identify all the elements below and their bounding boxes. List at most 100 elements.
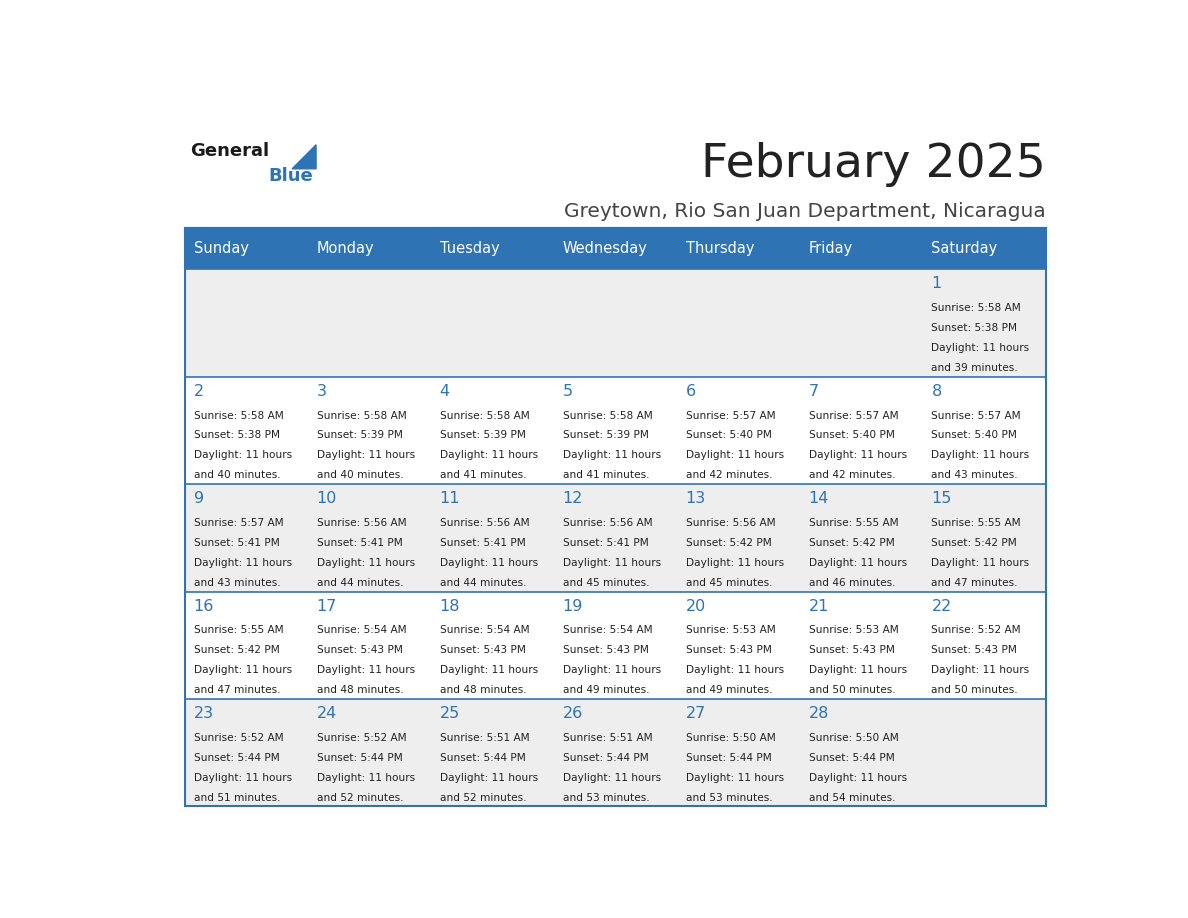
Text: 20: 20 — [685, 599, 706, 613]
Text: Friday: Friday — [809, 241, 853, 256]
Text: Blue: Blue — [268, 167, 312, 185]
Text: 16: 16 — [194, 599, 214, 613]
Text: 21: 21 — [809, 599, 829, 613]
Text: Sunset: 5:44 PM: Sunset: 5:44 PM — [809, 753, 895, 763]
Text: Sunset: 5:44 PM: Sunset: 5:44 PM — [685, 753, 771, 763]
Bar — [801, 229, 923, 269]
Text: Daylight: 11 hours: Daylight: 11 hours — [563, 451, 661, 460]
Text: and 50 minutes.: and 50 minutes. — [809, 685, 895, 695]
Text: and 40 minutes.: and 40 minutes. — [316, 470, 403, 480]
Text: and 42 minutes.: and 42 minutes. — [809, 470, 895, 480]
Text: 4: 4 — [440, 384, 450, 398]
Text: Sunrise: 5:52 AM: Sunrise: 5:52 AM — [194, 733, 283, 743]
Text: Sunrise: 5:56 AM: Sunrise: 5:56 AM — [685, 518, 775, 528]
Text: Saturday: Saturday — [931, 241, 998, 256]
Text: Sunrise: 5:57 AM: Sunrise: 5:57 AM — [809, 410, 898, 420]
Text: and 50 minutes.: and 50 minutes. — [931, 685, 1018, 695]
Text: Sunset: 5:42 PM: Sunset: 5:42 PM — [194, 645, 279, 655]
Text: Daylight: 11 hours: Daylight: 11 hours — [685, 558, 784, 567]
Text: and 49 minutes.: and 49 minutes. — [563, 685, 649, 695]
Bar — [185, 484, 1047, 591]
Text: 15: 15 — [931, 491, 952, 506]
Text: Daylight: 11 hours: Daylight: 11 hours — [685, 773, 784, 783]
Text: Daylight: 11 hours: Daylight: 11 hours — [316, 558, 415, 567]
Text: 26: 26 — [563, 706, 583, 721]
Text: Sunset: 5:41 PM: Sunset: 5:41 PM — [194, 538, 279, 548]
Text: Sunrise: 5:52 AM: Sunrise: 5:52 AM — [316, 733, 406, 743]
Text: 17: 17 — [316, 599, 337, 613]
Text: Daylight: 11 hours: Daylight: 11 hours — [931, 558, 1030, 567]
Text: Sunset: 5:43 PM: Sunset: 5:43 PM — [440, 645, 525, 655]
Bar — [185, 376, 1047, 484]
Text: 27: 27 — [685, 706, 706, 721]
Text: and 39 minutes.: and 39 minutes. — [931, 363, 1018, 373]
Text: and 48 minutes.: and 48 minutes. — [316, 685, 403, 695]
Text: Daylight: 11 hours: Daylight: 11 hours — [194, 558, 292, 567]
Text: Sunset: 5:42 PM: Sunset: 5:42 PM — [931, 538, 1017, 548]
Text: 3: 3 — [316, 384, 327, 398]
Text: Sunrise: 5:56 AM: Sunrise: 5:56 AM — [440, 518, 529, 528]
Text: Sunrise: 5:57 AM: Sunrise: 5:57 AM — [931, 410, 1022, 420]
Text: 12: 12 — [563, 491, 583, 506]
Text: and 53 minutes.: and 53 minutes. — [685, 792, 772, 802]
Text: Daylight: 11 hours: Daylight: 11 hours — [440, 666, 538, 676]
Text: Sunrise: 5:56 AM: Sunrise: 5:56 AM — [563, 518, 652, 528]
Text: Sunset: 5:43 PM: Sunset: 5:43 PM — [685, 645, 771, 655]
Text: Sunday: Sunday — [194, 241, 248, 256]
Text: 10: 10 — [316, 491, 337, 506]
Text: 2: 2 — [194, 384, 203, 398]
Text: Sunrise: 5:54 AM: Sunrise: 5:54 AM — [316, 625, 406, 635]
Text: and 45 minutes.: and 45 minutes. — [563, 577, 649, 588]
Text: Daylight: 11 hours: Daylight: 11 hours — [931, 451, 1030, 460]
Text: Daylight: 11 hours: Daylight: 11 hours — [563, 666, 661, 676]
Text: Sunset: 5:44 PM: Sunset: 5:44 PM — [316, 753, 403, 763]
Text: and 47 minutes.: and 47 minutes. — [931, 577, 1018, 588]
Text: 19: 19 — [563, 599, 583, 613]
Bar — [923, 229, 1047, 269]
Text: February 2025: February 2025 — [701, 142, 1047, 187]
Text: Sunrise: 5:53 AM: Sunrise: 5:53 AM — [809, 625, 898, 635]
Polygon shape — [292, 145, 316, 169]
Text: Sunrise: 5:51 AM: Sunrise: 5:51 AM — [563, 733, 652, 743]
Bar — [185, 699, 1047, 806]
Text: Sunset: 5:39 PM: Sunset: 5:39 PM — [563, 431, 649, 441]
Text: Daylight: 11 hours: Daylight: 11 hours — [194, 451, 292, 460]
Text: Sunset: 5:43 PM: Sunset: 5:43 PM — [931, 645, 1017, 655]
Text: 13: 13 — [685, 491, 706, 506]
Text: Sunset: 5:41 PM: Sunset: 5:41 PM — [563, 538, 649, 548]
Text: Sunrise: 5:58 AM: Sunrise: 5:58 AM — [440, 410, 530, 420]
Text: and 48 minutes.: and 48 minutes. — [440, 685, 526, 695]
Text: 11: 11 — [440, 491, 460, 506]
Text: General: General — [190, 142, 268, 160]
Text: 8: 8 — [931, 384, 942, 398]
Text: and 46 minutes.: and 46 minutes. — [809, 577, 895, 588]
Text: Sunset: 5:39 PM: Sunset: 5:39 PM — [316, 431, 403, 441]
Text: Sunrise: 5:58 AM: Sunrise: 5:58 AM — [563, 410, 652, 420]
Text: and 49 minutes.: and 49 minutes. — [685, 685, 772, 695]
Text: Thursday: Thursday — [685, 241, 754, 256]
Text: Daylight: 11 hours: Daylight: 11 hours — [316, 451, 415, 460]
Text: Daylight: 11 hours: Daylight: 11 hours — [563, 773, 661, 783]
Bar — [185, 269, 1047, 376]
Text: Wednesday: Wednesday — [563, 241, 647, 256]
Text: Daylight: 11 hours: Daylight: 11 hours — [194, 773, 292, 783]
Text: and 51 minutes.: and 51 minutes. — [194, 792, 280, 802]
Text: 25: 25 — [440, 706, 460, 721]
Text: Sunset: 5:44 PM: Sunset: 5:44 PM — [440, 753, 525, 763]
Text: and 52 minutes.: and 52 minutes. — [440, 792, 526, 802]
Text: and 40 minutes.: and 40 minutes. — [194, 470, 280, 480]
Text: Sunrise: 5:53 AM: Sunrise: 5:53 AM — [685, 625, 776, 635]
Text: Sunrise: 5:58 AM: Sunrise: 5:58 AM — [316, 410, 406, 420]
Text: Sunrise: 5:55 AM: Sunrise: 5:55 AM — [931, 518, 1022, 528]
Text: and 43 minutes.: and 43 minutes. — [194, 577, 280, 588]
Text: Daylight: 11 hours: Daylight: 11 hours — [685, 451, 784, 460]
Text: 7: 7 — [809, 384, 819, 398]
Text: and 42 minutes.: and 42 minutes. — [685, 470, 772, 480]
Text: Sunset: 5:41 PM: Sunset: 5:41 PM — [316, 538, 403, 548]
Text: Daylight: 11 hours: Daylight: 11 hours — [685, 666, 784, 676]
Text: Daylight: 11 hours: Daylight: 11 hours — [194, 666, 292, 676]
Text: Sunset: 5:40 PM: Sunset: 5:40 PM — [931, 431, 1017, 441]
Text: Sunset: 5:38 PM: Sunset: 5:38 PM — [194, 431, 279, 441]
Text: Sunrise: 5:54 AM: Sunrise: 5:54 AM — [563, 625, 652, 635]
Text: Sunrise: 5:58 AM: Sunrise: 5:58 AM — [931, 303, 1022, 313]
